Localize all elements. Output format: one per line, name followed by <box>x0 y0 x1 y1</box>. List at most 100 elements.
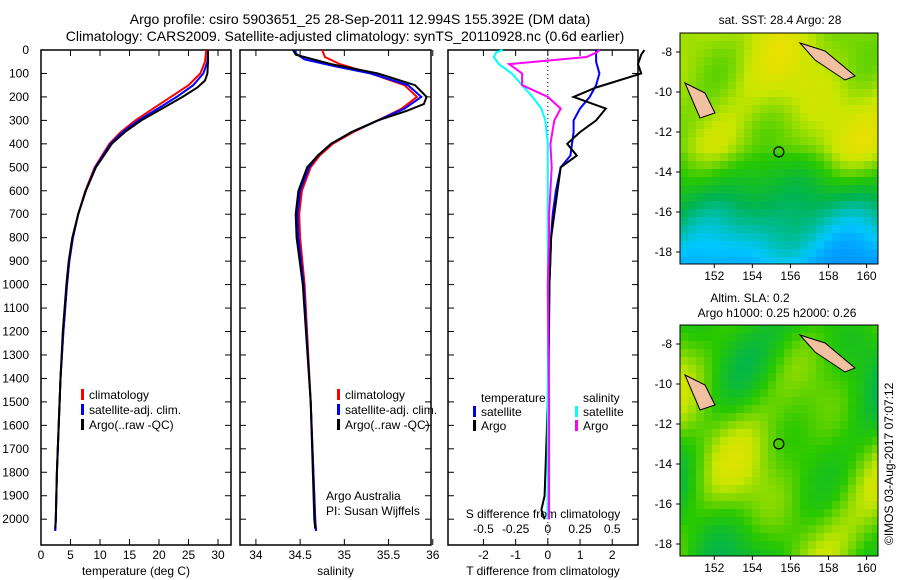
map-cell <box>864 461 872 469</box>
map-cell <box>824 161 832 169</box>
map-cell <box>688 477 696 485</box>
s-tick-label: 0.5 <box>604 522 621 536</box>
map-cell <box>800 381 808 389</box>
map-cell <box>688 445 696 453</box>
map-cell <box>752 177 760 185</box>
map-cell <box>808 161 816 169</box>
map-cell <box>872 445 878 453</box>
map-cell <box>712 145 720 153</box>
map-cell <box>728 249 736 257</box>
map-cell <box>712 33 720 41</box>
map-cell <box>696 233 704 241</box>
map-cell <box>808 413 816 421</box>
map-cell <box>784 493 792 501</box>
map-cell <box>744 137 752 145</box>
map-cell <box>832 121 840 129</box>
map-cell <box>744 97 752 105</box>
map-cell <box>712 437 720 445</box>
map-cell <box>848 241 856 249</box>
map-cell <box>776 541 784 549</box>
lon-tick-label: 158 <box>818 561 838 575</box>
map-cell <box>840 209 848 217</box>
map-cell <box>792 397 800 405</box>
map-cell <box>768 461 776 469</box>
map-cell <box>720 41 728 49</box>
credit-text: Argo Australia <box>326 489 401 503</box>
lon-tick-label: 160 <box>857 561 877 575</box>
map-cell <box>688 193 696 201</box>
map-cell <box>696 257 704 264</box>
map-cell <box>808 469 816 477</box>
map-cell <box>808 509 816 517</box>
lon-tick-label: 160 <box>857 269 877 283</box>
map-cell <box>808 525 816 533</box>
map-cell <box>680 517 688 525</box>
map-cell <box>720 177 728 185</box>
map-cell <box>864 49 872 57</box>
lon-tick-label: 158 <box>818 269 838 283</box>
map-cell <box>760 49 768 57</box>
map-cell <box>856 501 864 509</box>
map-cell <box>848 89 856 97</box>
map-cell <box>696 429 704 437</box>
map-cell <box>776 533 784 541</box>
map-cell <box>808 137 816 145</box>
map-cell <box>864 161 872 169</box>
map-cell <box>840 349 848 357</box>
s-tick-label: -0.5 <box>473 522 494 536</box>
depth-tick-label: 500 <box>9 160 29 174</box>
map-cell <box>840 153 848 161</box>
map-cell <box>840 493 848 501</box>
map-cell <box>712 41 720 49</box>
map-cell <box>760 509 768 517</box>
map-cell <box>792 217 800 225</box>
map-cell <box>752 485 760 493</box>
map-cell <box>736 437 744 445</box>
map-cell <box>784 381 792 389</box>
map-cell <box>704 381 712 389</box>
map-cell <box>712 209 720 217</box>
map-cell <box>680 169 688 177</box>
s-tick-label: 0.25 <box>568 522 592 536</box>
map-cell <box>680 97 688 105</box>
map-cell <box>760 381 768 389</box>
map-cell <box>736 485 744 493</box>
map-cell <box>784 429 792 437</box>
map-cell <box>680 341 688 349</box>
map-cell <box>816 549 824 556</box>
map-cell <box>760 89 768 97</box>
map-cell <box>856 397 864 405</box>
map-cell <box>872 533 878 541</box>
pi-text: PI: Susan Wijffels <box>326 504 420 518</box>
map-cell <box>848 453 856 461</box>
map-cell <box>872 517 878 525</box>
map-cell <box>768 49 776 57</box>
map-cell <box>680 461 688 469</box>
map-cell <box>832 501 840 509</box>
map-cell <box>704 469 712 477</box>
map-cell <box>752 201 760 209</box>
map-cell <box>752 33 760 41</box>
map-cell <box>688 453 696 461</box>
map-cell <box>720 121 728 129</box>
map-cell <box>696 509 704 517</box>
map-cell <box>872 341 878 349</box>
map-cell <box>760 429 768 437</box>
map-cell <box>760 341 768 349</box>
map-cell <box>832 341 840 349</box>
map-cell <box>752 365 760 373</box>
map-cell <box>720 437 728 445</box>
map-cell <box>776 437 784 445</box>
map-cell <box>808 185 816 193</box>
map-cell <box>856 349 864 357</box>
map-cell <box>752 65 760 73</box>
map-cell <box>856 233 864 241</box>
map-cell <box>824 517 832 525</box>
map-cell <box>696 501 704 509</box>
temperature-xlabel: temperature (deg C) <box>82 564 190 578</box>
map-cell <box>792 413 800 421</box>
map-cell <box>688 517 696 525</box>
map-cell <box>760 97 768 105</box>
map-cell <box>680 129 688 137</box>
differences-xlabel: T difference from climatology <box>466 564 620 578</box>
